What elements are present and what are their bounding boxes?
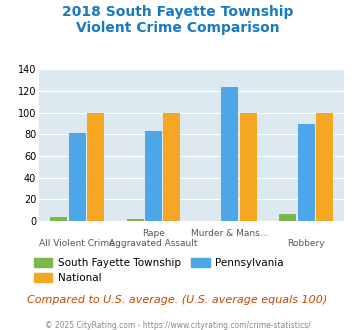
Bar [240, 113, 257, 221]
Legend: South Fayette Township, National, Pennsylvania: South Fayette Township, National, Pennsy… [34, 258, 284, 283]
Text: Aggravated Assault: Aggravated Assault [109, 239, 198, 248]
Bar [145, 131, 162, 221]
Text: Robbery: Robbery [288, 239, 325, 248]
Text: Rape: Rape [142, 229, 165, 238]
Bar [50, 217, 67, 221]
Bar [279, 214, 296, 221]
Text: All Violent Crime: All Violent Crime [39, 239, 115, 248]
Bar [222, 87, 238, 221]
Text: © 2025 CityRating.com - https://www.cityrating.com/crime-statistics/: © 2025 CityRating.com - https://www.city… [45, 321, 310, 330]
Text: Murder & Mans...: Murder & Mans... [191, 229, 268, 238]
Bar [87, 113, 104, 221]
Bar [316, 113, 333, 221]
Text: Compared to U.S. average. (U.S. average equals 100): Compared to U.S. average. (U.S. average … [27, 295, 328, 305]
Bar [127, 219, 144, 221]
Text: Violent Crime Comparison: Violent Crime Comparison [76, 21, 279, 35]
Bar [298, 123, 315, 221]
Bar [163, 113, 180, 221]
Bar [69, 133, 86, 221]
Text: 2018 South Fayette Township: 2018 South Fayette Township [62, 5, 293, 19]
